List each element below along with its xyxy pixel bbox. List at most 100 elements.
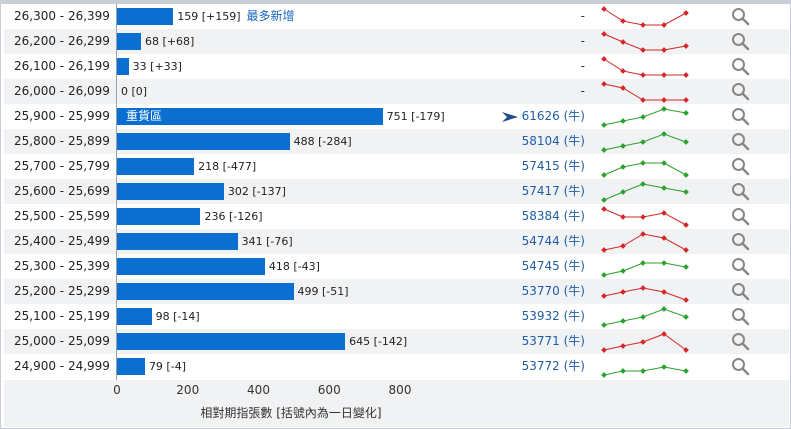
strike-link[interactable]: 53932 (牛): [521, 309, 585, 323]
sparkline-line: [603, 58, 686, 76]
range-label: 25,800 - 25,899: [14, 134, 110, 148]
strike-link[interactable]: 53772 (牛): [521, 359, 585, 373]
sparkline-point: [661, 47, 667, 53]
table-row: 26,100 - 26,199 33 [+33] -: [4, 54, 789, 79]
sparkline-line: [603, 83, 686, 101]
search-icon[interactable]: [731, 157, 751, 177]
strike-link[interactable]: 58104 (牛): [521, 134, 585, 148]
strike-link[interactable]: 57417 (牛): [521, 184, 585, 198]
search-icon[interactable]: [731, 357, 751, 377]
sparkline-point: [601, 122, 607, 128]
sparkline-point: [661, 331, 667, 337]
sparkline-point: [601, 197, 607, 203]
bar-value-label: 159 [+159] 最多新增: [177, 9, 295, 23]
search-icon[interactable]: [731, 107, 751, 127]
table-row: 25,500 - 25,599 236 [-126] 58384 (牛): [4, 204, 789, 229]
sparkline: [601, 285, 689, 303]
sparkline-line: [603, 233, 687, 251]
bar-value-label: 33 [+33]: [132, 60, 182, 73]
table-row: 25,900 - 25,999 751 [-179] 重貨區 61626 (牛): [4, 104, 789, 129]
search-icon[interactable]: [731, 132, 751, 152]
sparkline: [601, 306, 689, 328]
x-axis-label: 相對期指張數 [括號內為一日變化]: [200, 406, 382, 420]
sparkline-point: [661, 22, 667, 28]
sparkline-point: [620, 214, 626, 220]
sparkline-point: [620, 85, 626, 91]
sparkline-point: [661, 185, 667, 191]
search-icon[interactable]: [731, 332, 751, 352]
table-row: 26,200 - 26,299 68 [+68] -: [4, 29, 789, 54]
search-icon[interactable]: [731, 282, 751, 302]
x-tick-label: 600: [317, 383, 341, 397]
search-icon[interactable]: [731, 257, 751, 277]
range-label: 25,700 - 25,799: [14, 159, 110, 173]
y-axis-line: [116, 4, 117, 380]
sparkline-point: [620, 189, 626, 195]
range-label: 25,600 - 25,699: [14, 184, 110, 198]
range-label: 25,000 - 25,099: [14, 334, 110, 348]
search-icon[interactable]: [731, 7, 751, 27]
strike-link[interactable]: 61626 (牛): [521, 109, 585, 123]
underlying-pointer-icon: [502, 112, 518, 122]
search-icon[interactable]: [731, 232, 751, 252]
range-label: 25,300 - 25,399: [14, 259, 110, 273]
sparkline-point: [661, 72, 667, 78]
strike-link[interactable]: 53771 (牛): [521, 334, 585, 348]
range-label: 25,100 - 25,199: [14, 309, 110, 323]
strike-link[interactable]: 53770 (牛): [521, 284, 585, 298]
table-row: 25,000 - 25,099 645 [-142] 53771 (牛): [4, 329, 789, 354]
sparkline-point: [683, 264, 689, 270]
sparkline-point: [661, 289, 667, 295]
search-icon[interactable]: [731, 82, 751, 102]
sparkline-point: [601, 347, 607, 353]
x-tick-label: 200: [176, 383, 200, 397]
bar: [117, 158, 195, 175]
search-icon[interactable]: [731, 207, 751, 227]
sparkline-point: [620, 143, 626, 149]
sparkline-point: [661, 160, 667, 166]
sparkline-point: [640, 214, 646, 220]
range-label: 25,500 - 25,599: [14, 209, 110, 223]
sparkline-point: [601, 147, 607, 153]
sparkline-point: [640, 368, 646, 374]
strike-link[interactable]: 57415 (牛): [521, 159, 585, 173]
sparkline-point: [640, 47, 646, 53]
table-row: 25,100 - 25,199 98 [-14] 53932 (牛): [4, 304, 789, 329]
sparkline: [601, 160, 689, 178]
table-row: 26,300 - 26,399 159 [+159] 最多新增 -: [4, 4, 789, 29]
sparkline-point: [683, 97, 689, 103]
range-label: 24,900 - 24,999: [14, 359, 110, 373]
bar-value-label: 418 [-43]: [268, 260, 320, 273]
bar: [117, 283, 294, 300]
strike-link[interactable]: 58384 (牛): [521, 209, 585, 223]
search-icon[interactable]: [731, 57, 751, 77]
bar-value-label: 488 [-284]: [293, 135, 352, 148]
table-row: 25,200 - 25,299 499 [-51] 53770 (牛): [4, 279, 789, 304]
sparkline-point: [601, 6, 607, 12]
search-icon[interactable]: [731, 182, 751, 202]
bar: [117, 333, 346, 350]
strike-link[interactable]: 54745 (牛): [521, 259, 585, 273]
sparkline: [601, 131, 689, 153]
sparkline-point: [661, 210, 667, 216]
sparkline-point: [640, 285, 646, 291]
sparkline-point: [620, 118, 626, 124]
bar-value-label: 751 [-179]: [386, 110, 445, 123]
sparkline-point: [683, 43, 689, 49]
strike-link[interactable]: 54744 (牛): [521, 234, 585, 248]
range-label: 26,000 - 26,099: [14, 84, 110, 98]
search-icon[interactable]: [731, 32, 751, 52]
sparkline: [601, 31, 689, 53]
bar-value-label: 218 [-477]: [198, 160, 257, 173]
bar: [117, 208, 201, 225]
sparkline-point: [640, 260, 646, 266]
table-row: 25,800 - 25,899 488 [-284] 58104 (牛): [4, 129, 789, 154]
sparkline-point: [620, 243, 626, 249]
search-icon[interactable]: [731, 307, 751, 327]
heavy-zone-label: 重貨區: [126, 109, 163, 123]
sparkline: [601, 56, 689, 78]
sparkline-point: [661, 364, 667, 370]
table-row: 25,600 - 25,699 302 [-137] 57417 (牛): [4, 179, 789, 204]
sparkline-point: [601, 172, 607, 178]
sparkline-point: [661, 106, 667, 112]
